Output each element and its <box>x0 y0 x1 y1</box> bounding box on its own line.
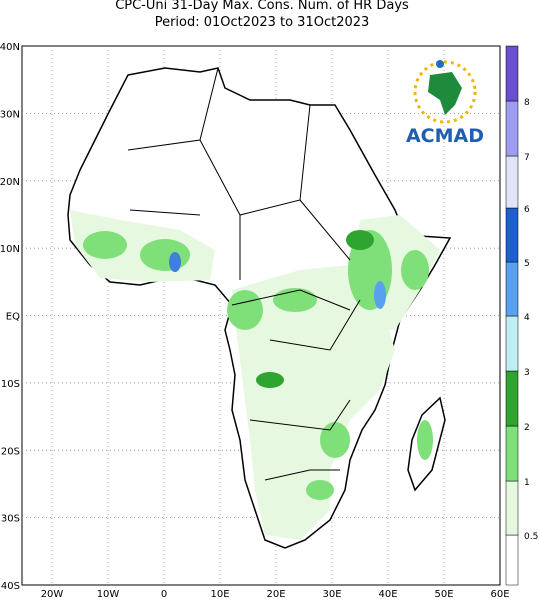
lat-label: 30S <box>1 514 20 525</box>
lat-label: 40S <box>1 581 20 592</box>
colorbar-swatch <box>505 155 519 209</box>
colorbar <box>505 45 519 586</box>
rain-patches <box>70 210 440 540</box>
colorbar-label: 0.5 <box>524 532 538 542</box>
colorbar-label: 7 <box>524 153 530 163</box>
colorbar-label: 5 <box>524 259 530 269</box>
logo: ACMAD <box>406 60 484 147</box>
colorbar-swatch <box>505 425 519 482</box>
title: CPC-Uni 31-Day Max. Cons. Num. of HR Day… <box>115 0 409 13</box>
lon-label: 30E <box>322 589 341 600</box>
lat-label: 30N <box>0 109 20 120</box>
colorbar-swatch <box>505 207 519 263</box>
logo-text: ACMAD <box>406 125 484 147</box>
subtitle: Period: 01Oct2023 to 31Oct2023 <box>155 15 370 30</box>
colorbar-label: 8 <box>524 98 530 108</box>
labels: 40N 30N 20N 10N EQ 10S 20S 30S 40S 20W 10W 0 10E 20E 3… <box>0 42 538 600</box>
colorbar-swatch <box>505 45 519 102</box>
lon-label: 10W <box>97 589 120 600</box>
lat-label: 10N <box>0 244 20 255</box>
colorbar-swatch <box>505 480 519 536</box>
colorbar-swatch <box>505 534 519 586</box>
lon-label: 40E <box>378 589 397 600</box>
borders <box>127 67 361 481</box>
colorbar-swatch <box>505 100 519 157</box>
colorbar-label: 2 <box>524 423 530 433</box>
lat-label: EQ <box>6 312 20 323</box>
lat-label: 20N <box>0 177 20 188</box>
colorbar-label: 3 <box>524 368 530 378</box>
colorbar-label: 6 <box>524 205 530 215</box>
colorbar-label: 1 <box>524 478 530 488</box>
lon-label: 20E <box>266 589 285 600</box>
colorbar-swatch <box>505 315 519 372</box>
lon-label: 0 <box>161 589 167 600</box>
lon-label: 20W <box>41 589 64 600</box>
lon-label: 50E <box>434 589 453 600</box>
lon-label: 60E <box>490 589 509 600</box>
lat-label: 40N <box>0 42 20 53</box>
colorbar-swatch <box>505 370 519 427</box>
colorbar-label: 4 <box>524 313 530 323</box>
lon-label: 10E <box>210 589 229 600</box>
lat-label: 20S <box>1 446 20 457</box>
lat-label: 10S <box>1 379 20 390</box>
colorbar-swatch <box>505 261 519 317</box>
